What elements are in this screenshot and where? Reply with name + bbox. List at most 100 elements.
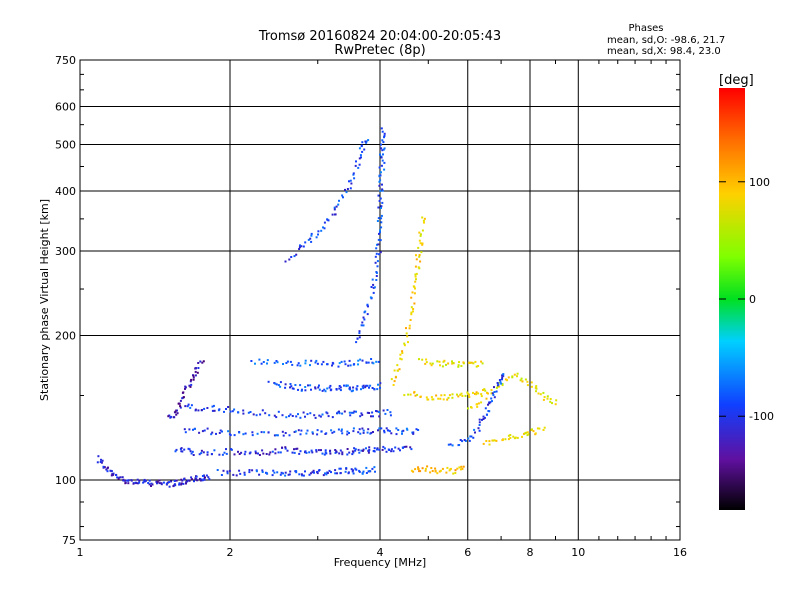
data-point (320, 430, 323, 433)
data-point (194, 408, 197, 411)
data-point (436, 472, 439, 475)
data-point (382, 409, 385, 412)
data-point (226, 472, 229, 475)
data-point (349, 414, 352, 417)
data-point (537, 392, 540, 395)
data-point (310, 232, 313, 235)
data-point (373, 286, 376, 289)
colorbar-tick-label: 100 (749, 176, 770, 189)
data-point (355, 387, 358, 390)
data-point (309, 472, 312, 475)
data-point (339, 472, 342, 474)
data-point (461, 467, 464, 470)
data-point (365, 384, 368, 387)
data-point (126, 479, 128, 482)
data-point (458, 466, 461, 469)
data-point (388, 449, 391, 451)
data-point (312, 469, 315, 472)
data-point (379, 382, 382, 385)
data-point (240, 451, 243, 454)
data-point (397, 429, 400, 431)
data-point (488, 410, 491, 413)
data-point (285, 362, 288, 364)
data-point (516, 372, 519, 375)
data-point (327, 415, 330, 418)
x-tick-label: 8 (527, 546, 534, 559)
data-point (405, 327, 407, 330)
data-point (495, 439, 498, 442)
data-point (362, 316, 365, 319)
data-point (322, 360, 325, 363)
data-point (293, 448, 295, 451)
data-point (180, 450, 183, 453)
data-point (549, 400, 552, 403)
data-point (205, 474, 208, 477)
data-point (380, 156, 383, 159)
data-point (341, 432, 344, 435)
data-point (415, 254, 417, 257)
data-point (201, 475, 204, 477)
data-point (345, 384, 348, 387)
data-point (425, 396, 428, 399)
data-point (460, 465, 463, 468)
data-point (403, 344, 406, 347)
data-point (192, 428, 194, 431)
data-point (549, 398, 552, 400)
data-point (427, 398, 430, 401)
data-point (315, 450, 318, 453)
data-point (294, 384, 297, 386)
data-point (308, 451, 311, 454)
data-point (525, 431, 528, 434)
data-point (172, 485, 175, 488)
data-point (254, 450, 257, 453)
data-point (487, 403, 489, 406)
x-tick-label: 6 (464, 546, 471, 559)
data-point (249, 411, 252, 413)
data-point (490, 392, 493, 395)
data-point (365, 141, 368, 144)
data-point (297, 429, 300, 432)
data-point (289, 413, 292, 416)
data-point (218, 408, 221, 411)
data-point (348, 451, 351, 454)
data-point (266, 359, 269, 362)
data-point (457, 365, 460, 368)
data-point (284, 260, 287, 263)
data-point (274, 452, 277, 455)
data-point (344, 363, 347, 366)
data-point (355, 410, 357, 413)
data-point (185, 482, 187, 485)
data-point (223, 410, 225, 413)
data-point (412, 470, 415, 473)
data-point (501, 384, 504, 387)
data-point (421, 229, 424, 232)
data-point (112, 472, 115, 475)
data-point (127, 482, 130, 485)
data-point (526, 434, 529, 437)
data-point (237, 411, 240, 414)
data-point (308, 473, 311, 476)
data-point (167, 415, 170, 418)
y-tick-label: 75 (62, 534, 76, 547)
data-point (383, 161, 386, 164)
data-point (359, 415, 362, 418)
data-point (281, 430, 284, 433)
data-point (475, 391, 478, 394)
data-point (380, 171, 382, 174)
data-point (383, 429, 386, 432)
data-point (317, 230, 320, 233)
data-point (110, 474, 113, 477)
data-point (507, 438, 510, 441)
data-point (275, 434, 278, 437)
data-point (379, 231, 381, 234)
data-point (384, 412, 387, 415)
data-point (421, 242, 424, 245)
data-point (379, 229, 381, 232)
data-point (182, 396, 185, 399)
data-point (400, 358, 403, 361)
data-point (316, 433, 319, 436)
data-point (324, 451, 327, 454)
y-tick-label: 400 (55, 185, 76, 198)
data-point (526, 431, 529, 434)
data-point (197, 367, 200, 369)
